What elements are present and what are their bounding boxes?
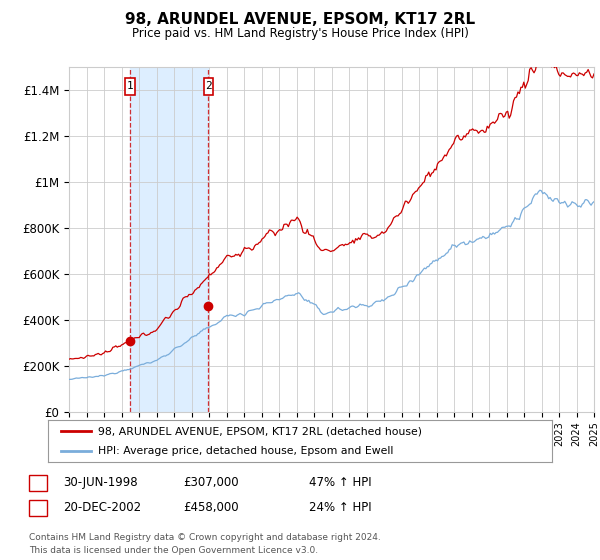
Bar [130, 67, 208, 412]
Text: 47% ↑ HPI: 47% ↑ HPI [309, 476, 371, 489]
Text: 2: 2 [205, 81, 212, 91]
Text: Contains HM Land Registry data © Crown copyright and database right 2024.
This d: Contains HM Land Registry data © Crown c… [29, 533, 380, 554]
Text: 30-JUN-1998: 30-JUN-1998 [63, 476, 137, 489]
Text: 1: 1 [34, 478, 41, 488]
Text: Price paid vs. HM Land Registry's House Price Index (HPI): Price paid vs. HM Land Registry's House … [131, 27, 469, 40]
Text: £458,000: £458,000 [183, 501, 239, 515]
FancyBboxPatch shape [203, 77, 213, 95]
Text: £307,000: £307,000 [183, 476, 239, 489]
Text: 20-DEC-2002: 20-DEC-2002 [63, 501, 141, 515]
Text: 98, ARUNDEL AVENUE, EPSOM, KT17 2RL: 98, ARUNDEL AVENUE, EPSOM, KT17 2RL [125, 12, 475, 27]
Text: 24% ↑ HPI: 24% ↑ HPI [309, 501, 371, 515]
Text: 98, ARUNDEL AVENUE, EPSOM, KT17 2RL (detached house): 98, ARUNDEL AVENUE, EPSOM, KT17 2RL (det… [98, 426, 422, 436]
Text: 2: 2 [34, 503, 41, 513]
Text: HPI: Average price, detached house, Epsom and Ewell: HPI: Average price, detached house, Epso… [98, 446, 394, 456]
Text: 1: 1 [127, 81, 134, 91]
FancyBboxPatch shape [125, 77, 135, 95]
